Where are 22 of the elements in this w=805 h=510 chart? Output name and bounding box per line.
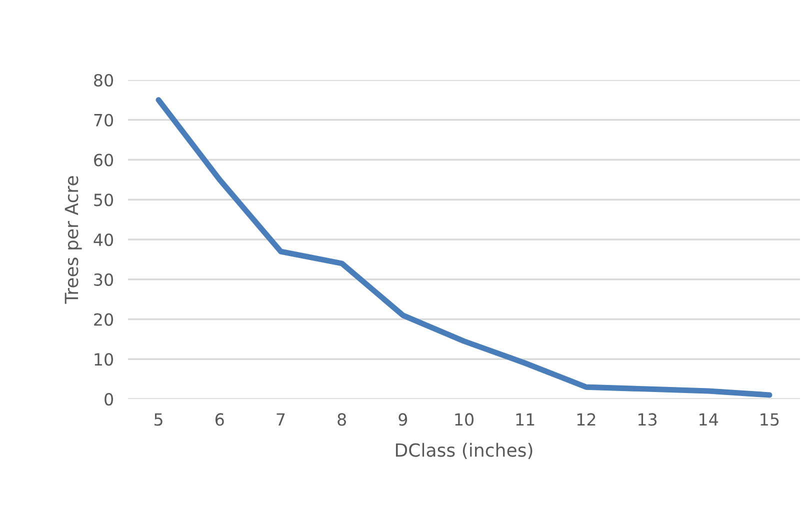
y-tick-label: 40 <box>94 233 114 246</box>
x-tick-label: 11 <box>516 413 534 426</box>
y-tick-label: 50 <box>94 194 114 206</box>
x-tick-label: 13 <box>638 413 657 426</box>
x-tick-label: 12 <box>577 413 596 426</box>
y-tick-label: 0 <box>104 392 114 406</box>
x-tick-label: 10 <box>455 413 474 426</box>
x-tick-label: 8 <box>338 413 346 426</box>
x-tick-label: 5 <box>154 413 162 426</box>
y-axis-title: Trees per Acre <box>64 176 82 304</box>
x-tick-label: 15 <box>760 413 779 426</box>
x-tick-label: 6 <box>216 413 224 426</box>
y-tick-label: 20 <box>94 313 114 326</box>
x-axis-title: DClass (inches) <box>396 442 532 460</box>
x-tick-label: 7 <box>276 413 285 426</box>
x-tick-label: 9 <box>398 413 408 426</box>
y-tick-label: 70 <box>94 114 114 126</box>
x-tick-label: 14 <box>700 413 718 426</box>
y-tick-label: 80 <box>94 74 114 87</box>
y-tick-label: 60 <box>94 154 114 166</box>
y-tick-label: 10 <box>94 353 114 366</box>
y-tick-label: 30 <box>94 273 114 286</box>
